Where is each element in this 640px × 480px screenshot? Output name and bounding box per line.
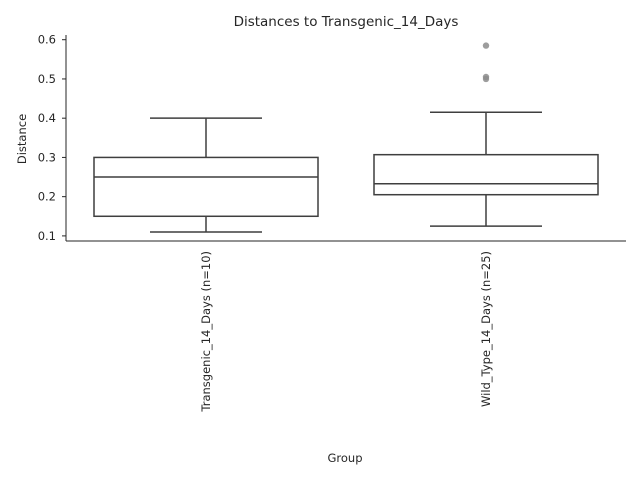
y-tick-label: 0.2 [38, 190, 56, 204]
box-group [93, 117, 319, 233]
x-tick-label: Wild_Type_14_Days (n=25) [479, 251, 493, 407]
chart-title: Distances to Transgenic_14_Days [234, 14, 459, 30]
y-tick-label: 0.1 [38, 229, 56, 243]
y-tick-label: 0.5 [38, 72, 56, 86]
box-group [373, 42, 599, 227]
outlier-point [482, 42, 490, 49]
x-tick-label: Transgenic_14_Days (n=10) [199, 251, 213, 413]
y-axis-label: Distance [15, 114, 29, 164]
y-tick-label: 0.3 [38, 150, 56, 164]
y-tick-label: 0.6 [38, 33, 56, 47]
plot-area [93, 42, 599, 233]
box-iqr [93, 156, 319, 218]
x-axis-ticks: Transgenic_14_Days (n=10) Wild_Type_14_Da… [199, 251, 493, 413]
box-iqr [373, 153, 599, 196]
y-axis-ticks: 0.1 0.2 0.3 0.4 0.5 0.6 [38, 33, 66, 243]
y-tick-label: 0.4 [38, 111, 56, 125]
outlier-point [482, 75, 490, 83]
x-axis-label: Group [327, 451, 362, 465]
